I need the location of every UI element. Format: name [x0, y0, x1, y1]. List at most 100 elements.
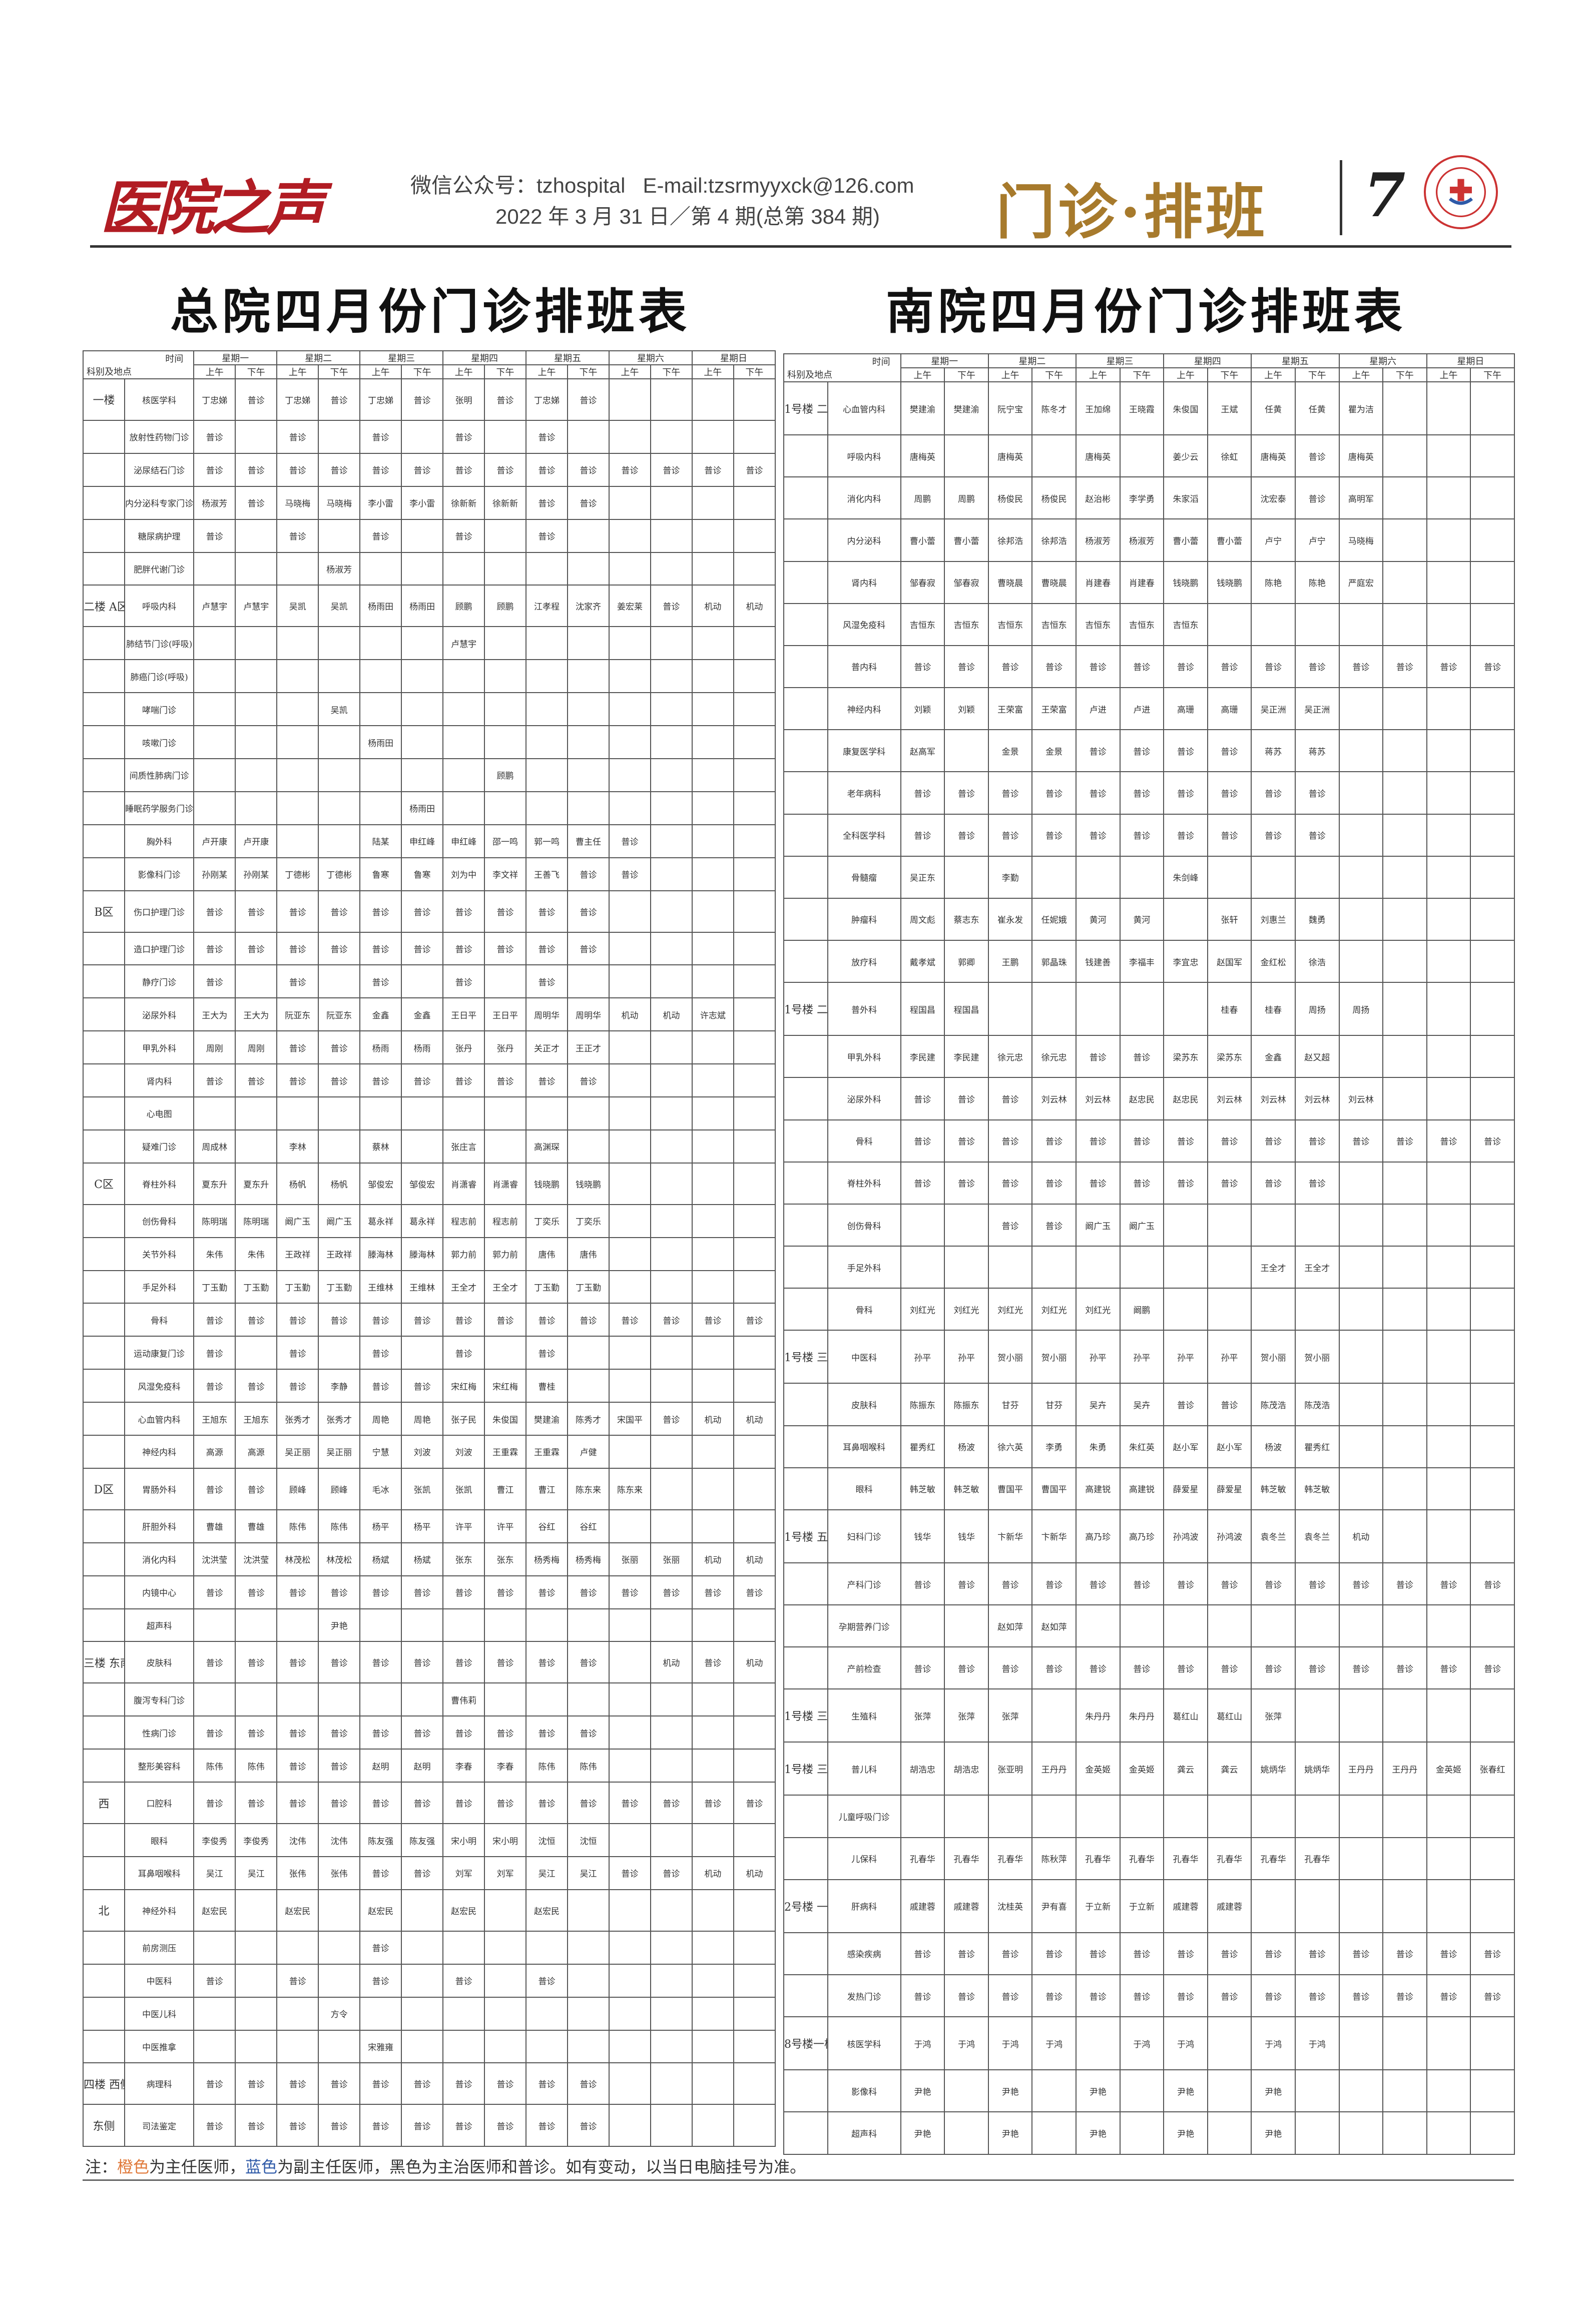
schedule-cell: 徐元忠	[987, 1035, 1033, 1078]
schedule-cell	[733, 725, 776, 759]
department-cell: 核医学科	[827, 2016, 901, 2071]
schedule-cell	[401, 758, 444, 792]
schedule-cell	[650, 551, 693, 586]
schedule-cell	[650, 1996, 693, 2031]
schedule-cell: 普诊	[987, 1974, 1033, 2018]
schedule-cell	[900, 1795, 945, 1838]
schedule-cell: 普诊	[1426, 1932, 1471, 1975]
schedule-cell	[276, 1608, 319, 1642]
main-campus-schedule-table: 时间 科别及地点 星期一 星期二 星期三 星期四 星期五 星期六 星期日 上午 下午 上午 下午 上午 下午…	[82, 350, 776, 2147]
schedule-cell	[567, 1336, 610, 1370]
schedule-cell: 高明军	[1338, 476, 1384, 520]
table-row: 四楼 西侧病理科普诊普诊普诊普诊普诊普诊普诊普诊普诊普诊	[83, 2062, 776, 2105]
schedule-cell: 赵宏民	[525, 1889, 568, 1932]
schedule-cell: 杨俊民	[1031, 476, 1077, 520]
schedule-cell: 普诊	[1338, 645, 1384, 689]
schedule-cell: 金景	[1031, 729, 1077, 773]
email-address[interactable]: E-mail:tzsrmyyxck@126.com	[643, 174, 914, 197]
schedule-cell	[691, 419, 734, 454]
schedule-cell: 邹俊宏	[359, 1162, 402, 1205]
schedule-cell	[318, 626, 361, 661]
department-cell: 影像科	[827, 2069, 901, 2113]
schedule-cell: 普诊	[484, 1641, 527, 1684]
schedule-cell: 普诊	[567, 2104, 610, 2147]
schedule-cell	[525, 626, 568, 661]
schedule-cell: 刘军	[484, 1856, 527, 1890]
schedule-cell: 普诊	[276, 1063, 319, 1097]
schedule-cell: 赵小军	[1163, 1425, 1208, 1468]
schedule-cell: 郭力前	[484, 1237, 527, 1271]
schedule-cell: 普诊	[1470, 1646, 1515, 1690]
department-cell: 肺癌门诊(呼吸)	[124, 659, 195, 694]
schedule-cell: 普诊	[1207, 813, 1252, 857]
schedule-cell: 高源	[193, 1434, 236, 1469]
table-corner-header: 时间 科别及地点	[783, 353, 901, 382]
schedule-cell: 阚广玉	[1075, 1203, 1121, 1247]
schedule-cell: 刘波	[401, 1434, 444, 1469]
schedule-cell: 丁忠娣	[193, 378, 236, 421]
schedule-cell: 卢慧宇	[235, 585, 278, 628]
schedule-cell: 于立新	[1119, 1879, 1165, 1933]
schedule-cell: 阮亚东	[318, 997, 361, 1032]
schedule-cell: 张春红	[1470, 1742, 1515, 1796]
schedule-cell: 瞿秀红	[1294, 1425, 1340, 1468]
schedule-cell: 袁冬兰	[1251, 1509, 1296, 1563]
schedule-cell: 普诊	[1031, 1203, 1077, 1247]
schedule-cell: 尹艳	[1075, 2069, 1121, 2113]
schedule-cell: 唐梅英	[987, 434, 1033, 478]
schedule-cell: 唐伟	[567, 1237, 610, 1271]
schedule-cell: 梁苏东	[1207, 1035, 1252, 1078]
schedule-cell: 程志前	[442, 1204, 485, 1238]
schedule-cell: 朱丹丹	[1119, 1688, 1165, 1743]
schedule-cell: 阚鹏	[1119, 1288, 1165, 1331]
schedule-cell: 李小雷	[359, 485, 402, 520]
schedule-cell: 普诊	[944, 1119, 989, 1163]
schedule-cell	[442, 2029, 485, 2064]
schedule-cell: 赵又超	[1294, 1035, 1340, 1078]
department-cell: 皮肤科	[827, 1383, 901, 1426]
table-row: 创伤骨科 普诊 普诊 阚广玉 阚广玉	[783, 1203, 1515, 1247]
schedule-cell: 陈秋萍	[1031, 1837, 1077, 1880]
schedule-cell: 尹艳	[1075, 2111, 1121, 2155]
schedule-cell: 普诊	[193, 452, 236, 487]
schedule-cell	[733, 1129, 776, 1164]
schedule-cell: 普诊	[318, 1063, 361, 1097]
schedule-cell	[401, 1963, 444, 1998]
schedule-cell	[650, 626, 693, 661]
area-cell	[83, 758, 125, 792]
schedule-cell	[484, 1682, 527, 1717]
schedule-cell: 普诊	[1251, 1562, 1296, 1606]
schedule-cell: 尹艳	[900, 2069, 945, 2113]
half-day-header: 下午	[318, 364, 361, 379]
schedule-cell: 陈明瑞	[235, 1204, 278, 1238]
table-row: 中医推拿 宋雅雍	[83, 2029, 776, 2064]
table-row: 眼科 李俊秀 李俊秀 沈伟 沈伟 陈友强 陈友强 宋小明 宋小明 沈恒 沈恒	[83, 1823, 776, 1857]
schedule-cell	[235, 692, 278, 727]
schedule-cell	[193, 551, 236, 586]
schedule-cell	[1251, 603, 1296, 646]
schedule-cell: 尹艳	[1163, 2111, 1208, 2155]
table-row: 二楼 A区 呼吸内科 卢慧宇 卢慧宇 吴凯 吴凯 杨雨田 杨雨田 顾鹏 顾鹏 江孝程 沈家齐 姜宏莱 普诊…	[83, 585, 776, 628]
schedule-cell: 普诊	[1426, 1974, 1471, 2018]
schedule-cell: 吴卉	[1075, 1383, 1121, 1426]
area-cell	[783, 813, 828, 857]
schedule-cell: 普诊	[1207, 1932, 1252, 1975]
schedule-cell: 卞新华	[1031, 1509, 1077, 1563]
masthead-info: 微信公众号：tzhospital E-mail:tzsrmyyxck@126.c…	[410, 170, 914, 232]
schedule-cell: 周刚	[235, 1030, 278, 1065]
schedule-cell	[193, 659, 236, 694]
schedule-cell	[1426, 897, 1471, 941]
schedule-cell	[650, 1715, 693, 1750]
schedule-cell: 普诊	[1075, 1161, 1121, 1205]
schedule-cell: 普诊	[525, 1782, 568, 1825]
schedule-cell: 唐梅英	[1251, 434, 1296, 478]
schedule-cell: 杨雨田	[401, 791, 444, 825]
schedule-cell	[733, 1030, 776, 1065]
department-cell: 肝胆外科	[124, 1509, 195, 1543]
half-day-header: 上午	[1251, 367, 1296, 382]
schedule-cell: 普诊	[442, 1963, 485, 1998]
schedule-cell	[691, 1467, 734, 1510]
schedule-cell	[1338, 940, 1384, 983]
schedule-cell: 李静	[318, 1369, 361, 1403]
schedule-cell	[1338, 1425, 1384, 1468]
